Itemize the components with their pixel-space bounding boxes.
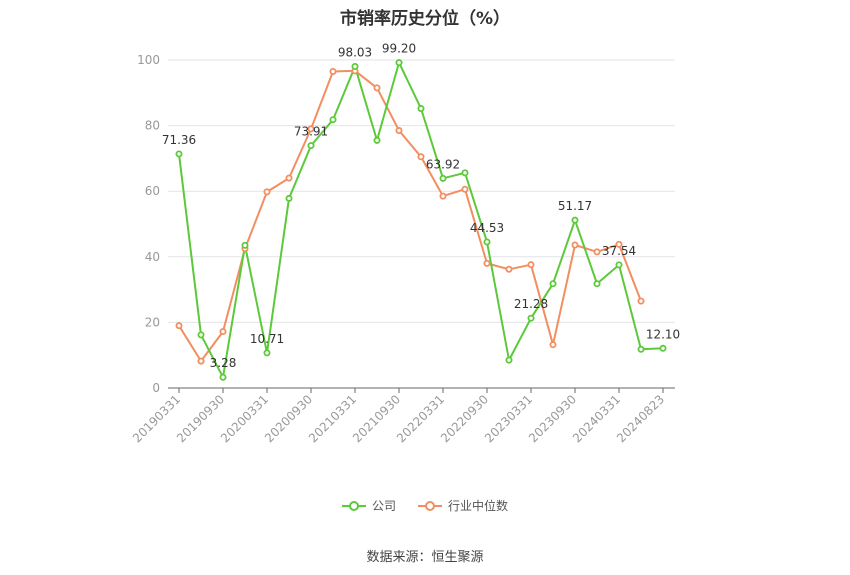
point-s1-20230331 bbox=[527, 261, 535, 269]
point-s1-20200331 bbox=[263, 188, 271, 196]
point-s1-20230930 bbox=[571, 241, 579, 249]
point-s0-20230630 bbox=[549, 280, 557, 288]
legend-item-industry-median[interactable]: 行业中位数 bbox=[418, 497, 508, 514]
axes: 0204060801002019033120190930202003312020… bbox=[130, 53, 675, 445]
point-s1-20220930 bbox=[483, 259, 491, 267]
data-label-20200331: 10.71 bbox=[250, 332, 284, 346]
legend-item-company[interactable]: 公司 bbox=[341, 497, 396, 514]
point-s1-20190331 bbox=[175, 322, 183, 330]
point-s1-20220630 bbox=[461, 185, 469, 193]
data-label-20220331: 63.92 bbox=[426, 157, 460, 171]
point-s0-20220331 bbox=[439, 174, 447, 182]
y-tick-label-80: 80 bbox=[145, 119, 160, 133]
point-s0-20190630 bbox=[197, 331, 205, 339]
point-s0-20210331 bbox=[351, 62, 359, 70]
point-s0-20240331 bbox=[615, 261, 623, 269]
point-s1-20200930 bbox=[307, 125, 315, 133]
point-s0-20201231 bbox=[329, 116, 337, 124]
legend-industry-marker bbox=[425, 500, 435, 511]
point-s0-20211231 bbox=[417, 105, 425, 113]
point-s1-20190630 bbox=[197, 357, 205, 365]
y-tick-label-40: 40 bbox=[145, 250, 160, 264]
point-s1-20190930 bbox=[219, 328, 227, 336]
series-points bbox=[175, 59, 667, 381]
legend-company-label: 公司 bbox=[371, 499, 396, 513]
point-s1-20221231 bbox=[505, 265, 513, 273]
y-tick-label-100: 100 bbox=[137, 53, 160, 67]
point-s0-20200930 bbox=[307, 142, 315, 150]
data-label-20190930: 3.28 bbox=[210, 356, 237, 370]
legend-company-swatch bbox=[341, 500, 366, 511]
point-s1-20240630 bbox=[637, 297, 645, 305]
point-s0-20210930 bbox=[395, 59, 403, 67]
point-s0-20190331 bbox=[175, 150, 183, 158]
point-s0-20200331 bbox=[263, 349, 271, 357]
series-line-1 bbox=[178, 69, 642, 363]
y-tick-label-60: 60 bbox=[145, 184, 160, 198]
point-s1-20200630 bbox=[285, 174, 293, 182]
y-tick-label-20: 20 bbox=[145, 315, 160, 329]
point-s1-20210630 bbox=[373, 84, 381, 92]
data-label-20210331: 98.03 bbox=[338, 45, 372, 59]
data-labels: 71.36 3.28 10.71 73.91 98.03 99.20 63.92 44.53 2… bbox=[162, 42, 680, 371]
point-s0-20210630 bbox=[373, 136, 381, 144]
point-s0-20230331 bbox=[527, 314, 535, 322]
data-label-20210930: 99.20 bbox=[382, 42, 416, 56]
point-s0-20221231 bbox=[505, 356, 513, 364]
point-s1-20231231 bbox=[593, 248, 601, 256]
point-s1-20201231 bbox=[329, 67, 337, 75]
legend-industry-swatch bbox=[418, 500, 442, 511]
grid-lines bbox=[168, 59, 675, 323]
legend-industry-label: 行业中位数 bbox=[448, 499, 509, 513]
point-s0-20231231 bbox=[593, 280, 601, 288]
point-s0-20230930 bbox=[571, 216, 579, 224]
point-s0-20220630 bbox=[461, 169, 469, 177]
data-label-20200930: 73.91 bbox=[294, 125, 328, 139]
legend: 公司 行业中位数 bbox=[0, 497, 850, 514]
data-label-20230331: 21.28 bbox=[514, 297, 548, 311]
data-label-20230930: 51.17 bbox=[558, 199, 592, 213]
point-s0-20220930 bbox=[483, 238, 491, 246]
data-label-20240331: 37.54 bbox=[602, 244, 636, 258]
point-s0-20191231 bbox=[241, 241, 249, 249]
point-s0-20240630 bbox=[637, 345, 645, 353]
data-label-20190331: 71.36 bbox=[162, 133, 196, 147]
point-s0-20190930 bbox=[219, 373, 227, 381]
data-source: 数据来源：恒生聚源 bbox=[366, 550, 484, 565]
x-tick-label-20240823: 20240823 bbox=[614, 392, 667, 445]
point-s0-20240823 bbox=[659, 344, 667, 352]
point-s0-20200630 bbox=[285, 194, 293, 202]
legend-company-marker bbox=[348, 500, 359, 511]
data-label-20220930: 44.53 bbox=[470, 221, 504, 235]
chart-title: 市销率历史分位（%） bbox=[339, 9, 511, 29]
point-s1-20230630 bbox=[549, 341, 557, 349]
point-s1-20210930 bbox=[395, 127, 403, 135]
point-s1-20220331 bbox=[439, 192, 447, 200]
data-label-20240823: 12.10 bbox=[646, 327, 680, 341]
point-s1-20240331 bbox=[615, 240, 623, 248]
point-s1-20211231 bbox=[417, 153, 425, 161]
y-tick-label-0: 0 bbox=[152, 381, 160, 395]
